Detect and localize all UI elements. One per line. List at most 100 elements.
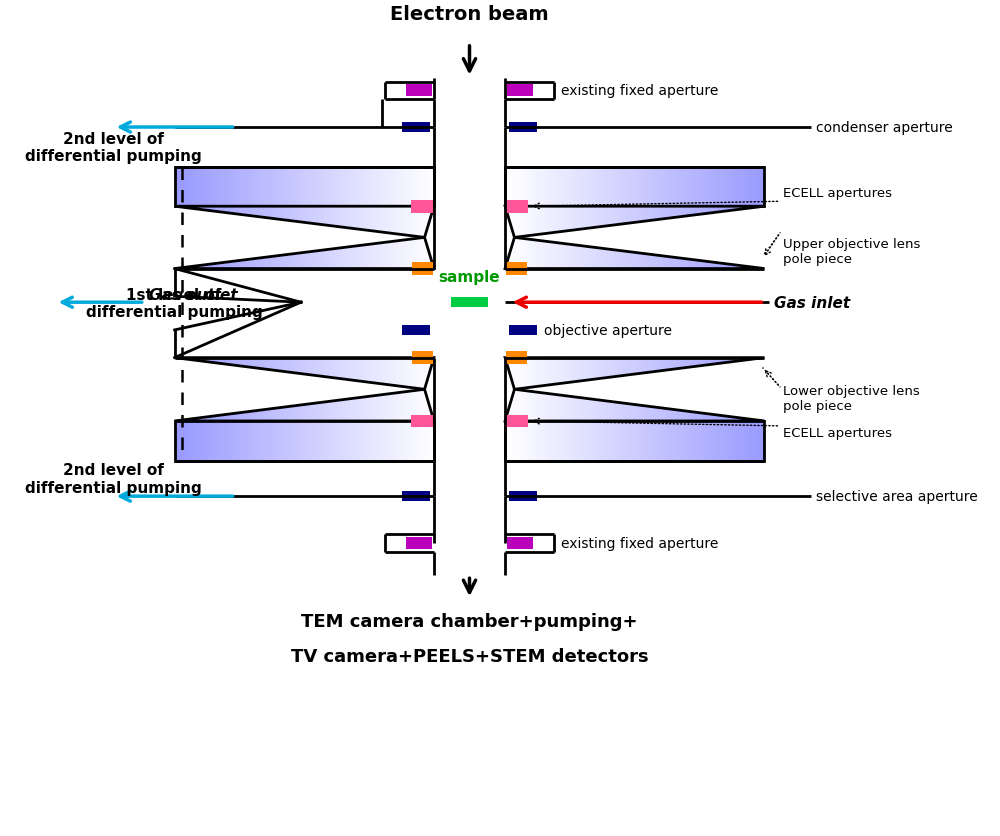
Polygon shape: [243, 0, 246, 836]
Polygon shape: [528, 0, 531, 836]
Polygon shape: [531, 0, 534, 836]
Polygon shape: [282, 0, 285, 836]
Polygon shape: [534, 0, 537, 836]
Polygon shape: [738, 0, 742, 836]
Polygon shape: [298, 0, 301, 836]
Polygon shape: [589, 0, 593, 836]
Polygon shape: [188, 0, 191, 836]
Text: selective area aperture: selective area aperture: [816, 490, 978, 503]
Polygon shape: [256, 0, 259, 836]
Polygon shape: [654, 0, 657, 836]
Text: sample: sample: [439, 270, 500, 285]
Polygon shape: [220, 0, 223, 836]
Text: Upper objective lens
pole piece: Upper objective lens pole piece: [783, 238, 921, 266]
Polygon shape: [589, 0, 593, 836]
Polygon shape: [414, 0, 418, 836]
Polygon shape: [178, 0, 181, 836]
Polygon shape: [518, 0, 521, 836]
Polygon shape: [188, 0, 191, 836]
Polygon shape: [350, 0, 353, 836]
Polygon shape: [385, 0, 389, 836]
Bar: [402, 325, 430, 335]
Polygon shape: [690, 0, 693, 836]
Polygon shape: [379, 0, 382, 836]
Polygon shape: [418, 0, 421, 836]
Polygon shape: [317, 0, 320, 836]
Polygon shape: [275, 0, 278, 836]
Polygon shape: [547, 0, 550, 836]
Polygon shape: [188, 0, 191, 836]
Polygon shape: [298, 0, 301, 836]
Polygon shape: [376, 0, 379, 836]
Polygon shape: [379, 0, 382, 836]
Polygon shape: [512, 0, 515, 836]
Polygon shape: [696, 0, 700, 836]
Polygon shape: [573, 0, 576, 836]
Polygon shape: [340, 0, 343, 836]
Polygon shape: [742, 0, 745, 836]
Polygon shape: [395, 0, 398, 836]
Polygon shape: [612, 0, 615, 836]
Polygon shape: [732, 0, 735, 836]
Polygon shape: [307, 0, 311, 836]
Polygon shape: [557, 0, 560, 836]
Polygon shape: [709, 0, 713, 836]
Polygon shape: [625, 0, 628, 836]
Polygon shape: [175, 0, 178, 836]
Polygon shape: [525, 0, 528, 836]
Polygon shape: [278, 0, 282, 836]
Polygon shape: [295, 0, 298, 836]
Polygon shape: [217, 0, 220, 836]
Polygon shape: [651, 0, 654, 836]
Polygon shape: [223, 0, 226, 836]
Polygon shape: [751, 0, 755, 836]
Polygon shape: [580, 0, 583, 836]
Polygon shape: [353, 0, 356, 836]
Polygon shape: [324, 0, 327, 836]
Polygon shape: [709, 0, 713, 836]
Polygon shape: [291, 0, 295, 836]
Polygon shape: [376, 0, 379, 836]
Polygon shape: [324, 0, 327, 836]
Polygon shape: [745, 0, 748, 836]
Polygon shape: [201, 0, 204, 836]
Polygon shape: [275, 0, 278, 836]
Polygon shape: [304, 0, 307, 836]
Polygon shape: [239, 0, 243, 836]
Polygon shape: [683, 0, 687, 836]
Polygon shape: [320, 0, 324, 836]
Polygon shape: [528, 0, 531, 836]
Polygon shape: [644, 0, 648, 836]
Polygon shape: [398, 0, 402, 836]
Polygon shape: [392, 0, 395, 836]
Polygon shape: [226, 0, 230, 836]
Polygon shape: [320, 0, 324, 836]
Polygon shape: [670, 0, 674, 836]
Polygon shape: [713, 0, 716, 836]
Polygon shape: [576, 0, 580, 836]
Polygon shape: [505, 0, 508, 836]
Polygon shape: [414, 0, 418, 836]
Polygon shape: [178, 0, 181, 836]
Polygon shape: [324, 0, 327, 836]
Polygon shape: [395, 0, 398, 836]
Polygon shape: [398, 0, 402, 836]
Polygon shape: [638, 0, 641, 836]
Polygon shape: [307, 0, 311, 836]
Polygon shape: [758, 0, 761, 836]
Polygon shape: [220, 0, 223, 836]
Polygon shape: [596, 0, 599, 836]
Polygon shape: [667, 0, 670, 836]
Polygon shape: [612, 0, 615, 836]
Polygon shape: [343, 0, 346, 836]
Polygon shape: [505, 0, 508, 836]
Polygon shape: [191, 0, 194, 836]
Polygon shape: [256, 0, 259, 836]
Polygon shape: [402, 0, 405, 836]
Polygon shape: [236, 0, 239, 836]
Polygon shape: [272, 0, 275, 836]
Polygon shape: [330, 0, 333, 836]
Polygon shape: [635, 0, 638, 836]
Polygon shape: [589, 0, 593, 836]
Polygon shape: [563, 0, 567, 836]
